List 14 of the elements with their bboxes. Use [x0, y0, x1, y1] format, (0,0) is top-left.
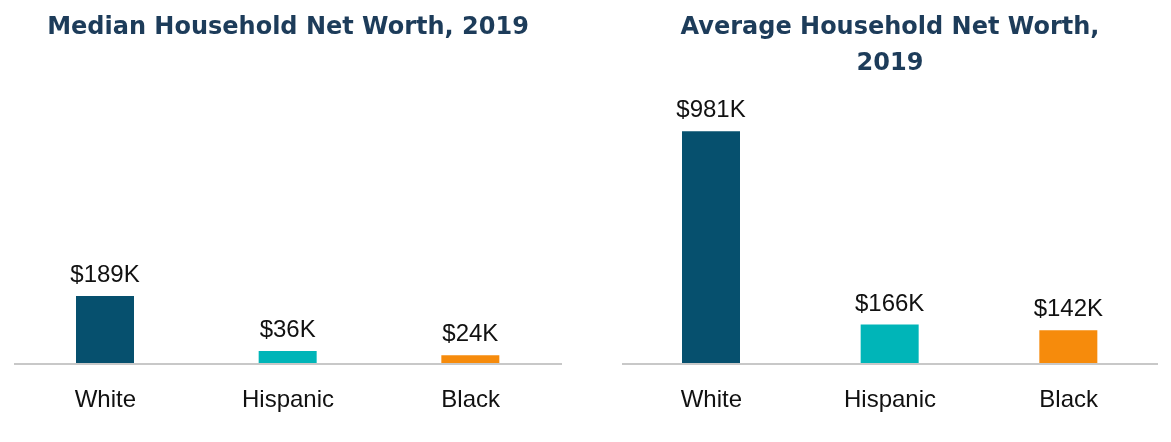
x-tick-label: Black	[1039, 385, 1100, 413]
data-label: $36K	[259, 315, 316, 343]
x-tick-label: Hispanic	[843, 385, 937, 413]
data-label: $189K	[70, 259, 140, 287]
data-label: $142K	[1033, 294, 1104, 322]
x-tick-label: White	[680, 385, 743, 413]
x-tick-label: White	[74, 385, 137, 413]
chart-title: Average Household Net Worth, 2019	[679, 11, 1101, 78]
x-tick-label: Black	[441, 385, 502, 413]
chart-title: Median Household Net Worth, 2019	[46, 11, 530, 42]
x-tick-label: Hispanic	[241, 385, 335, 413]
data-label: $24K	[442, 319, 499, 347]
data-label: $981K	[676, 95, 746, 123]
data-label: $166K	[854, 288, 925, 316]
